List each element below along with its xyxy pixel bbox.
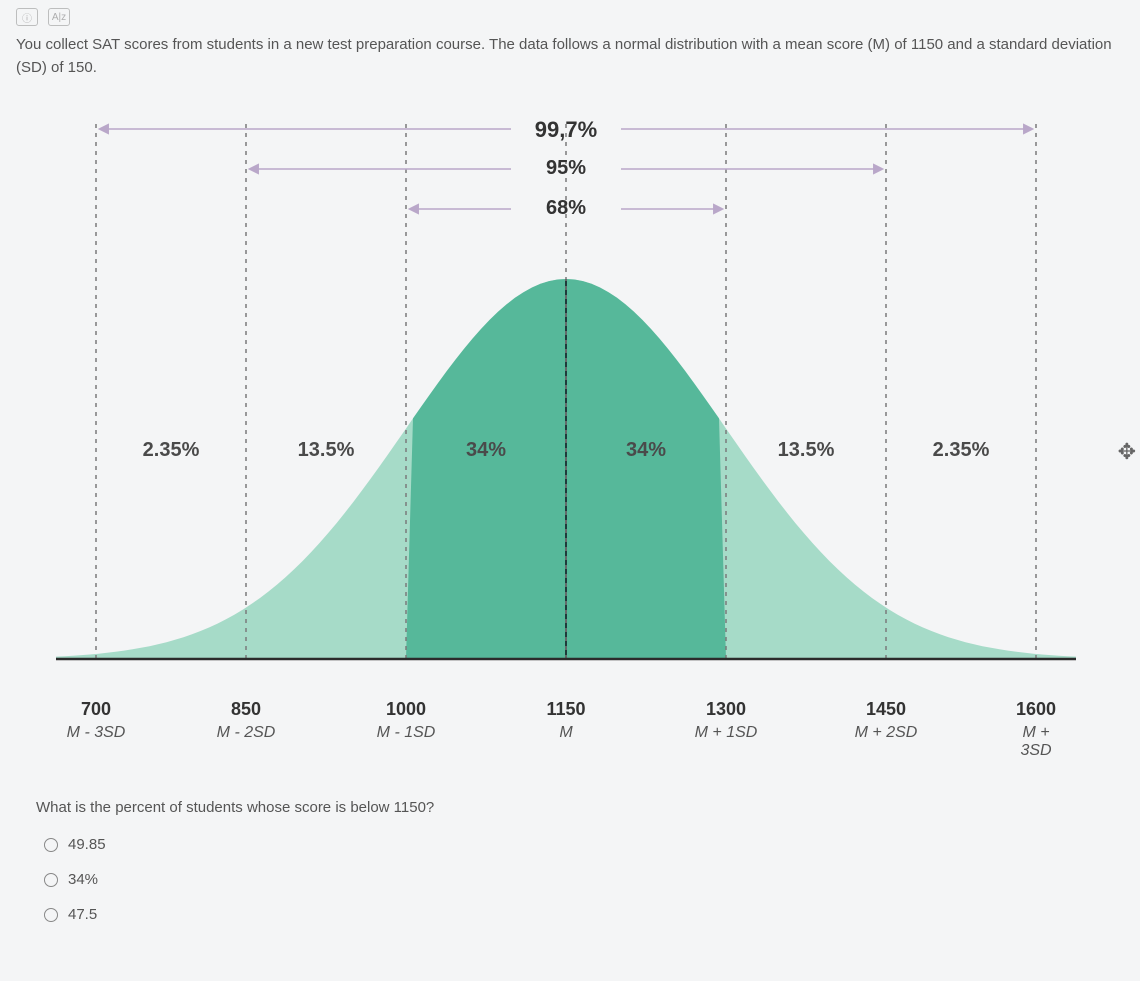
axis-tick-value: 700 <box>67 699 126 720</box>
prompt-text: You collect SAT scores from students in … <box>16 34 1124 79</box>
az-icon[interactable]: A|z <box>48 8 70 26</box>
axis-tick-value: 1450 <box>855 699 918 720</box>
axis-tick-sd: M - 3SD <box>67 724 126 742</box>
answer-option-label: 34% <box>68 871 98 888</box>
axis-tick: 1150 M <box>546 699 585 742</box>
axis-tick-value: 1000 <box>377 699 436 720</box>
radio-icon[interactable] <box>44 873 58 887</box>
region-percent-label: 2.35% <box>933 439 990 462</box>
axis-tick-sd: M - 2SD <box>217 724 276 742</box>
answer-options: 49.85 34% 47.5 <box>44 836 1124 923</box>
axis-tick: 1300 M + 1SD <box>695 699 758 742</box>
toolbar: ⓘ A|z <box>16 8 1124 26</box>
axis-tick: 850 M - 2SD <box>217 699 276 742</box>
axis-tick-sd: M - 1SD <box>377 724 436 742</box>
answer-option-label: 49.85 <box>68 836 106 853</box>
axis-labels: 700 M - 3SD 850 M - 2SD 1000 M - 1SD 1150 M 1300… <box>36 699 1096 759</box>
range-label: 95% <box>546 157 586 180</box>
axis-tick: 1600 M + 3SD <box>1006 699 1066 760</box>
region-percent-label: 13.5% <box>298 439 355 462</box>
info-icon[interactable]: ⓘ <box>16 8 38 26</box>
radio-icon[interactable] <box>44 838 58 852</box>
axis-tick-value: 1300 <box>695 699 758 720</box>
range-label: 99,7% <box>535 117 597 143</box>
axis-tick-value: 1150 <box>546 699 585 720</box>
region-percent-label: 2.35% <box>143 439 200 462</box>
answer-option[interactable]: 49.85 <box>44 836 1124 853</box>
answer-option[interactable]: 47.5 <box>44 906 1124 923</box>
chart-svg <box>36 99 1096 699</box>
axis-tick: 1450 M + 2SD <box>855 699 918 742</box>
axis-tick-sd: M <box>546 724 585 742</box>
axis-tick-value: 1600 <box>1006 699 1066 720</box>
axis-tick: 700 M - 3SD <box>67 699 126 742</box>
axis-tick-sd: M + 1SD <box>695 724 758 742</box>
answer-option[interactable]: 34% <box>44 871 1124 888</box>
question-text: What is the percent of students whose sc… <box>36 799 1124 816</box>
region-percent-label: 34% <box>466 439 506 462</box>
axis-tick: 1000 M - 1SD <box>377 699 436 742</box>
radio-icon[interactable] <box>44 908 58 922</box>
page: ⓘ A|z You collect SAT scores from studen… <box>0 0 1140 981</box>
region-percent-label: 34% <box>626 439 666 462</box>
range-label: 68% <box>546 197 586 220</box>
move-handle-icon[interactable]: ✥ <box>1118 439 1136 465</box>
axis-tick-sd: M + 2SD <box>855 724 918 742</box>
normal-distribution-chart: 99,7%95%68% 2.35%13.5%34%34%13.5%2.35% ✥ <box>36 99 1096 699</box>
axis-tick-value: 850 <box>217 699 276 720</box>
region-percent-label: 13.5% <box>778 439 835 462</box>
answer-option-label: 47.5 <box>68 906 97 923</box>
axis-tick-sd: M + 3SD <box>1006 724 1066 760</box>
